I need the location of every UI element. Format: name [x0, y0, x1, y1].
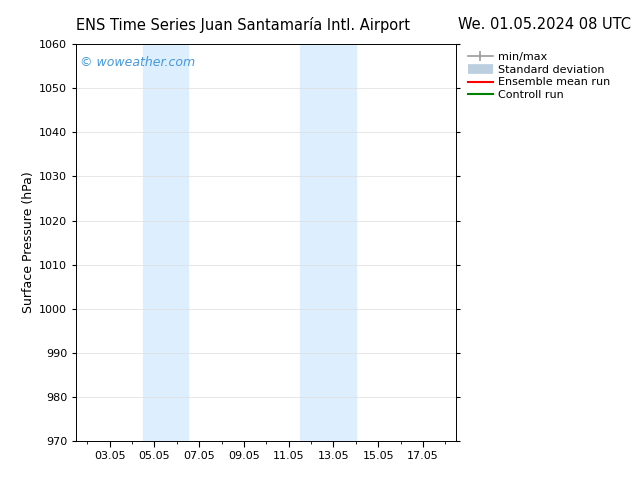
Y-axis label: Surface Pressure (hPa): Surface Pressure (hPa)	[22, 172, 35, 314]
Bar	[143, 44, 188, 441]
Text: © woweather.com: © woweather.com	[80, 56, 195, 69]
Text: ENS Time Series Juan Santamaría Intl. Airport: ENS Time Series Juan Santamaría Intl. Ai…	[76, 17, 410, 33]
Text: We. 01.05.2024 08 UTC: We. 01.05.2024 08 UTC	[458, 17, 631, 32]
Legend: min/max, Standard deviation, Ensemble mean run, Controll run: min/max, Standard deviation, Ensemble me…	[466, 49, 612, 102]
Bar	[300, 44, 356, 441]
